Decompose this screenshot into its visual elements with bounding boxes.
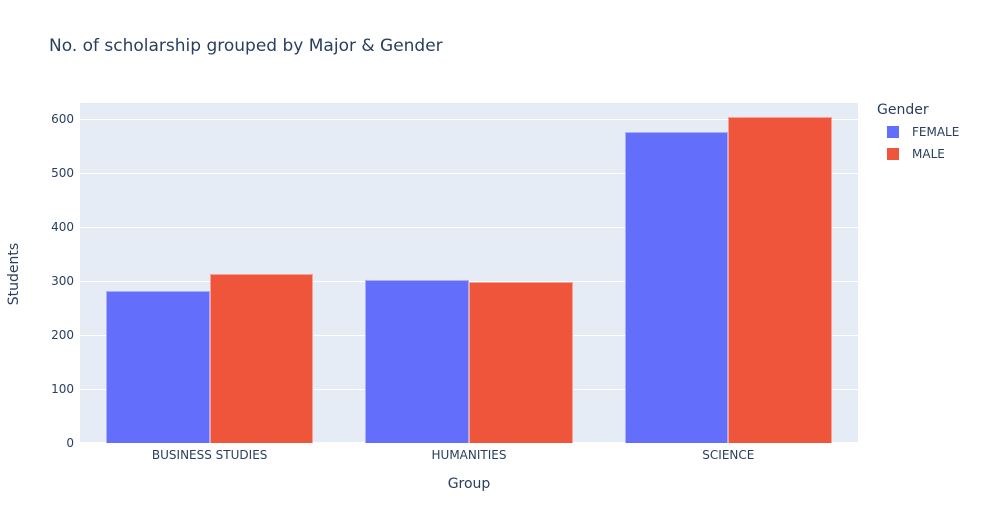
chart-title: No. of scholarship grouped by Major & Ge… (49, 36, 443, 56)
bar-female-science[interactable] (624, 131, 729, 443)
male-series-swatch-icon (887, 148, 899, 160)
y-tick-label: 400 (51, 220, 74, 235)
bar-male-business-studies[interactable] (209, 274, 314, 443)
y-tick-label: 100 (51, 382, 74, 397)
gridline (80, 173, 858, 175)
y-tick-label: 600 (51, 112, 74, 127)
bar-female-humanities[interactable] (365, 280, 469, 443)
female-series-swatch-icon (887, 126, 899, 138)
y-tick-label: 0 (66, 436, 74, 450)
y-tick-label: 200 (51, 328, 74, 343)
y-tick-label: 300 (51, 274, 74, 289)
gridline (80, 281, 858, 283)
legend-title: Gender (877, 102, 929, 118)
x-tick-label: HUMANITIES (431, 448, 507, 462)
bar-male-science[interactable] (728, 116, 833, 443)
y-tick-label: 500 (51, 166, 74, 181)
legend-item-label: MALE (912, 147, 945, 161)
plot-area[interactable] (80, 103, 858, 443)
bar-male-humanities[interactable] (469, 281, 573, 443)
legend-item-female[interactable]: FEMALE (887, 125, 959, 139)
legend: Gender FEMALE MALE (877, 102, 959, 169)
bar-female-business-studies[interactable] (105, 290, 210, 443)
x-tick-label: BUSINESS STUDIES (151, 448, 268, 462)
x-tick-label: SCIENCE (702, 448, 755, 462)
x-axis-title: Group (447, 476, 491, 492)
legend-item-label: FEMALE (912, 125, 960, 139)
legend-item-male[interactable]: MALE (887, 147, 959, 161)
gridline (80, 227, 858, 229)
gridline (80, 119, 858, 121)
